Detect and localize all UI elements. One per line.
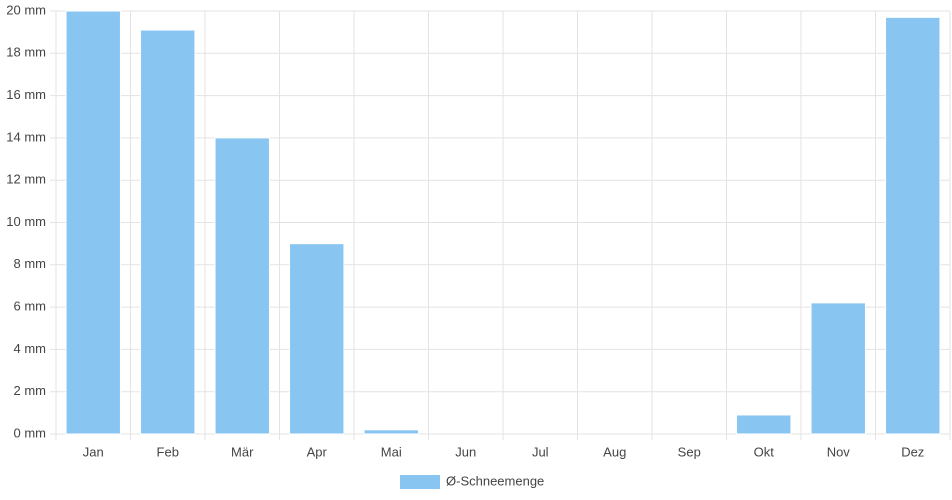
x-tick-label: Okt	[754, 444, 775, 459]
bar	[810, 302, 866, 435]
y-tick-label: 4 mm	[14, 341, 47, 356]
bar	[736, 414, 792, 435]
y-tick-label: 18 mm	[6, 45, 46, 60]
y-tick-label: 12 mm	[6, 172, 46, 187]
x-tick-label: Feb	[157, 444, 179, 459]
bar	[65, 10, 121, 435]
x-tick-label: Jan	[83, 444, 104, 459]
y-tick-label: 0 mm	[14, 425, 47, 440]
bar	[885, 16, 941, 435]
bar	[140, 29, 196, 435]
y-tick-label: 10 mm	[6, 214, 46, 229]
x-tick-label: Mär	[231, 444, 254, 459]
x-tick-label: Nov	[827, 444, 851, 459]
x-tick-label: Apr	[307, 444, 328, 459]
x-tick-label: Aug	[603, 444, 626, 459]
x-tick-label: Jul	[532, 444, 549, 459]
legend-label: Ø-Schneemenge	[446, 473, 544, 488]
bar	[289, 243, 345, 435]
x-tick-label: Mai	[381, 444, 402, 459]
bar	[214, 137, 270, 435]
y-tick-label: 2 mm	[14, 383, 47, 398]
x-tick-label: Dez	[901, 444, 924, 459]
y-tick-label: 16 mm	[6, 87, 46, 102]
x-tick-label: Jun	[455, 444, 476, 459]
y-tick-label: 20 mm	[6, 2, 46, 17]
y-tick-label: 14 mm	[6, 129, 46, 144]
y-tick-label: 8 mm	[14, 256, 47, 271]
y-tick-label: 6 mm	[14, 299, 47, 314]
bar	[363, 429, 419, 435]
legend-swatch	[400, 475, 440, 489]
x-tick-label: Sep	[678, 444, 701, 459]
